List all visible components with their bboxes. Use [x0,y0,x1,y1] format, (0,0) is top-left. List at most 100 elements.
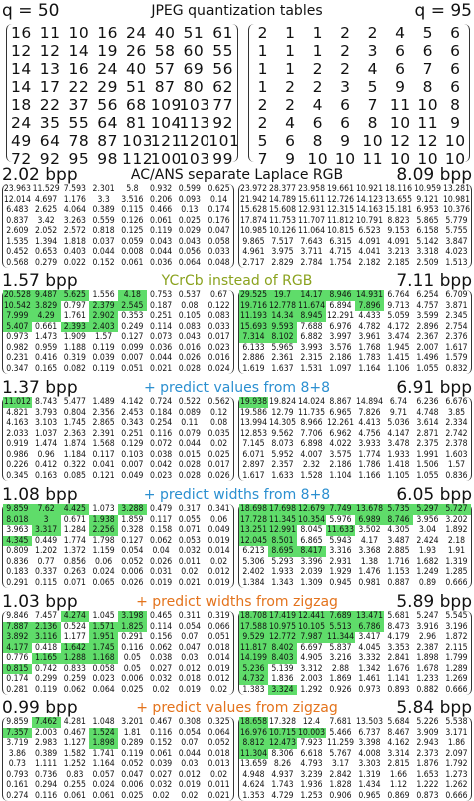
matrix-cell: 1.909 [63,332,86,343]
matrix-cell: 1.319 [358,769,381,780]
matrix-cell: 120 [179,132,209,150]
matrix-cell: 1.289 [445,663,468,674]
matrix-cell: 1 [257,42,268,60]
matrix-cell: 81 [126,114,147,132]
matrix-cell: 0.031 [150,567,173,578]
matrix-cell: 0.02 [210,556,228,567]
matrix-row: 0.281 0.119 0.062 0.064 0.025 0.02 0.019 0.02 [3,685,233,696]
matrix-cell: 0.006 [121,674,144,685]
matrix-cell: 0.019 [207,535,230,546]
matrix-cell: 11 [362,150,384,168]
matrix-cell: 6.894 [329,300,352,311]
matrix-cell: 8.045 [300,525,323,536]
matrix-cell: 5.837 [329,642,352,653]
matrix-cell: 0.832 [445,363,468,374]
matrix-cell: 11.753 [268,215,297,226]
matrix-cell: 17.874 [239,215,268,226]
matrix-cell: 2.356 [92,407,115,418]
matrix-row: 19.586 12.79 11.735 6.965 7.826 9.71 4.748 3.85 [239,408,471,419]
matrix-row: 7.357 2.003 0.467 1.524 1.81 0.116 0.054 0.064 [3,727,233,738]
matrix-cell: 1.786 [358,460,381,471]
q95-matrix: 2 1 1 2 2 4 5 6 1 1 1 2 3 6 6 6 1 1 2 2 4 6 7 6 1 2 2 3 5 9 8 6 2 2 4 6 7 11 1… [248,24,470,168]
matrix-cell: 0.049 [207,525,230,536]
matrix-cell: 0.082 [63,363,86,374]
matrix-cell: 0.03 [181,759,199,770]
matrix-cell: 11 [417,114,439,132]
matrix-cell: 8.473 [387,621,410,632]
matrix-cell: 2.367 [416,332,439,343]
matrix-cell: 4.163 [6,418,29,429]
matrix-cell: 3.85 [447,407,466,418]
matrix-cell: 7.896 [355,300,384,311]
matrix-cell: 7.357 [3,727,32,738]
matrix-cell: 12 [389,132,411,150]
matrix-cell: 103 [179,96,209,114]
matrix-row: 4.961 3.975 3.711 4.715 4.041 3.213 3.318 4.023 [239,247,471,258]
matrix-cell: 0.04 [152,546,170,557]
matrix-cell: 0.051 [121,363,144,374]
left-matrix: 9.859 7.462 4.281 1.048 3.201 0.467 0.308 0.325… [2,717,234,801]
matrix-cell: 6.74 [389,397,408,408]
matrix-cell: 2 [285,78,296,96]
matrix-cell: 4.064 [63,205,86,216]
matrix-row: 3.719 2.983 1.127 1.898 0.289 0.152 0.07 0.052 [3,738,233,749]
right-matrix: 29.525 19.7 14.17 8.946 14.931 6.764 6.254 6.70… [238,290,472,374]
matrix-cell: 11.812 [326,215,355,226]
matrix-cell: 3.202 [445,514,468,525]
matrix-cell: 7.314 [239,332,268,343]
matrix-cell: 24 [97,60,118,78]
matrix-cell: 2.18 [447,535,466,546]
matrix-cell: 58 [154,42,176,60]
matrix-cell: 0.043 [150,236,173,247]
matrix-cell: 18.698 [239,504,268,515]
matrix-cell: 22 [39,96,61,114]
matrix-cell: 1.898 [89,738,118,749]
matrix-cell: 11.735 [297,407,326,418]
matrix-cell: 1.617 [445,342,468,353]
matrix-cell: 0.206 [150,194,173,205]
matrix-cell: 1.57 [447,460,466,471]
matrix-cell: 3.396 [300,556,323,567]
matrix-cell: 0.064 [207,727,230,738]
matrix-row: 0.776 1.165 1.288 1.168 0.05 0.038 0.03 0.014 [3,653,233,664]
matrix-cell: 6.315 [329,236,352,247]
matrix-cell: 0.071 [178,525,201,536]
matrix-cell: 0.02 [181,790,199,801]
matrix-cell: 4.179 [387,632,410,643]
matrix-cell: 0.024 [207,363,230,374]
matrix-row: 11.304 8.306 6.618 5.767 4.008 3.314 2.373 2.09… [239,748,471,759]
matrix-cell: 3.201 [121,717,144,728]
matrix-cell: 1.556 [92,290,115,301]
matrix-cell: 29.525 [239,290,268,301]
matrix-cell: 0.061 [150,748,173,759]
matrix-cell: 0.249 [121,321,144,332]
matrix-cell: 1.603 [445,449,468,460]
matrix-cell: 4.782 [358,321,381,332]
matrix-cell: 0.341 [207,504,230,515]
matrix-cell: 1.945 [387,342,410,353]
matrix-row: 6.071 5.952 4.007 3.575 1.774 1.933 1.991 1.603 [239,450,471,461]
matrix-cell: 5.735 [384,504,413,515]
matrix-cell: 12.679 [297,504,326,515]
matrix-row: 2.402 1.933 2.039 1.929 1.476 1.153 1.249 1.285 [239,567,471,578]
matrix-cell: 9.859 [3,504,32,515]
matrix-cell: 0.105 [178,311,201,322]
matrix-cell: 0.661 [35,321,58,332]
matrix-row: 0.809 1.202 1.372 1.159 0.054 0.04 0.032 0.014 [3,546,233,557]
matrix-cell: 1.774 [63,535,86,546]
matrix-cell: 6 [450,42,461,60]
matrix-cell: 1.394 [35,236,58,247]
matrix-cell: 2.453 [121,407,144,418]
matrix-cell: 0.299 [35,674,58,685]
section-header: + predict values from 8+8 1.37 bpp 6.91 bp… [0,377,474,399]
matrix-cell: 1.496 [416,353,439,364]
matrix-cell: 5.466 [329,727,352,738]
matrix-cell: 8.823 [387,215,410,226]
matrix-cell: 0.122 [207,300,230,311]
matrix-row: 9.846 7.457 4.274 1.045 3.198 0.465 0.311 0.319 [3,611,233,622]
matrix-cell: 6 [395,60,406,78]
matrix-cell: 1.869 [329,674,352,685]
matrix-cell: 0.052 [207,738,230,749]
matrix-cell: 4.624 [242,780,265,791]
